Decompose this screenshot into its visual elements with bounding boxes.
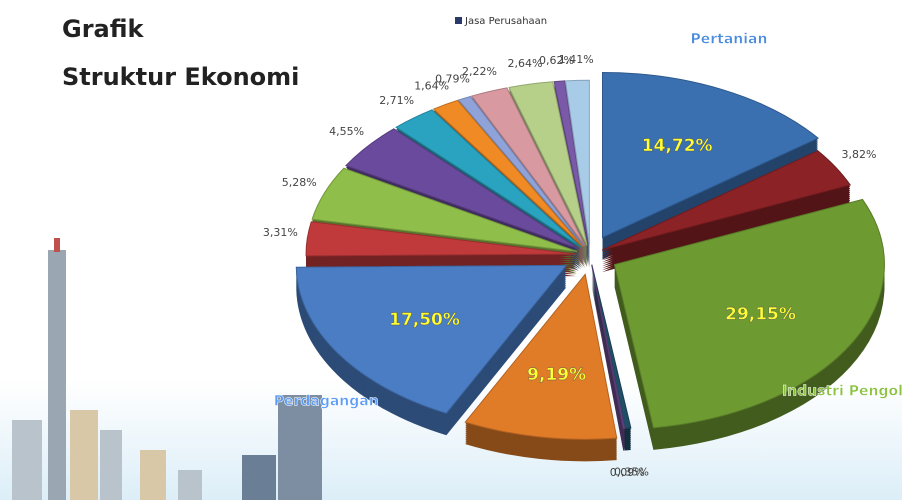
chart: Grafik Struktur Ekonomi 14,72% Pertanian 3… bbox=[0, 0, 902, 500]
value-label: 29,15% bbox=[725, 305, 796, 325]
category-label: Pertanian bbox=[690, 31, 767, 47]
chart-title: Grafik bbox=[62, 15, 145, 43]
value-label: 2,64% bbox=[508, 57, 543, 70]
category-label: Industri Pengolahan bbox=[782, 383, 902, 399]
value-label: 14,72% bbox=[642, 136, 713, 156]
value-label: 9,19% bbox=[527, 365, 586, 385]
chart-subtitle: Struktur Ekonomi bbox=[62, 63, 299, 91]
value-label: 17,50% bbox=[389, 310, 460, 330]
value-label: 5,28% bbox=[282, 176, 317, 189]
legend-swatch bbox=[455, 17, 462, 24]
value-label: 2,22% bbox=[462, 65, 497, 78]
pie bbox=[296, 72, 884, 461]
legend-label: Jasa Perusahaan bbox=[464, 16, 547, 27]
value-label: 3,31% bbox=[263, 226, 298, 239]
value-label: 0,09% bbox=[610, 466, 645, 479]
value-label: 1,41% bbox=[559, 53, 594, 66]
value-label: 3,82% bbox=[842, 148, 877, 161]
value-label: 2,71% bbox=[379, 94, 414, 107]
value-label: 4,55% bbox=[329, 125, 364, 138]
category-label: Perdagangan bbox=[274, 393, 379, 409]
